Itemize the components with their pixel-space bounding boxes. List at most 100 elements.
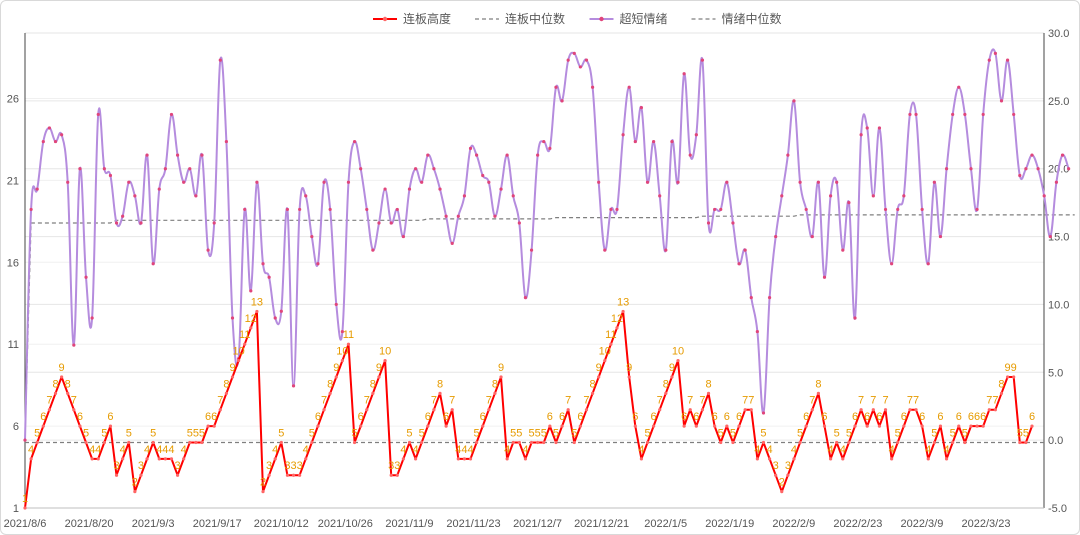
data-point	[822, 275, 827, 279]
data-point	[682, 424, 686, 428]
data-point	[877, 424, 882, 428]
data-point	[853, 424, 857, 428]
data-point	[413, 167, 418, 171]
data-point	[1030, 153, 1034, 157]
data-label: 4	[767, 444, 773, 456]
data-label: 12	[245, 313, 257, 325]
data-point	[896, 207, 900, 212]
data-label: 8	[705, 378, 711, 390]
data-label: 5	[126, 427, 132, 439]
data-label: 7	[699, 395, 705, 407]
data-point	[493, 391, 497, 395]
data-point	[749, 408, 753, 412]
data-point	[310, 234, 314, 239]
left-tick-label: 26	[7, 94, 19, 106]
data-point	[786, 473, 790, 477]
x-tick-label: 2022/1/5	[644, 518, 687, 530]
data-point	[200, 153, 204, 157]
data-point	[713, 207, 717, 212]
data-point	[66, 391, 70, 395]
data-point	[529, 440, 534, 445]
data-point	[84, 440, 88, 445]
data-label: 4	[413, 444, 419, 456]
data-point	[1018, 173, 1022, 178]
data-label: 6	[425, 411, 431, 423]
data-label: 10	[599, 346, 611, 358]
data-label: 6	[358, 411, 364, 423]
x-tick-label: 2022/2/9	[772, 518, 815, 530]
x-tick-label: 2022/3/9	[901, 518, 944, 530]
data-label: 8	[52, 378, 58, 390]
data-point	[890, 262, 894, 266]
data-point	[658, 194, 662, 198]
data-point	[243, 342, 247, 346]
data-point	[969, 167, 973, 171]
data-point	[926, 262, 930, 266]
data-point	[993, 408, 997, 412]
data-point	[273, 316, 277, 320]
data-label: 5	[474, 427, 480, 439]
data-point	[871, 194, 875, 198]
data-point	[700, 408, 705, 412]
data-label: 4	[828, 444, 834, 456]
data-point	[652, 139, 656, 144]
data-point	[1067, 167, 1071, 171]
data-label: 4	[461, 444, 467, 456]
data-point	[682, 72, 686, 76]
data-label: 5	[797, 427, 803, 439]
data-point	[560, 424, 564, 428]
data-point	[41, 424, 45, 428]
data-point	[60, 133, 64, 137]
data-point	[157, 457, 161, 461]
data-label: 4	[638, 444, 644, 456]
data-point	[993, 51, 997, 55]
data-point	[883, 408, 888, 412]
data-point	[35, 440, 39, 445]
data-label: 8	[437, 378, 443, 390]
data-label: 6	[736, 411, 742, 423]
data-point	[511, 440, 515, 445]
data-point	[206, 248, 210, 252]
data-point	[206, 424, 210, 428]
data-point	[444, 214, 448, 218]
data-point	[475, 440, 479, 445]
data-point	[737, 262, 741, 266]
data-point	[352, 440, 357, 445]
data-point	[163, 457, 167, 461]
data-point	[334, 375, 338, 379]
data-point	[60, 375, 64, 379]
data-point	[108, 424, 113, 428]
data-label: 8	[65, 378, 71, 390]
data-point	[536, 440, 540, 445]
data-point	[999, 99, 1004, 103]
data-label: 5	[718, 427, 724, 439]
data-point	[157, 187, 161, 191]
data-point	[597, 180, 601, 184]
data-label: 9	[498, 362, 504, 374]
right-tick-label: -5.0	[1048, 503, 1067, 515]
data-point	[731, 221, 735, 225]
data-label: 6	[211, 411, 217, 423]
data-label: 6	[724, 411, 730, 423]
data-point	[944, 457, 949, 461]
data-point	[987, 58, 991, 62]
data-label: 5	[846, 427, 852, 439]
data-label: 6	[77, 411, 83, 423]
data-point	[554, 85, 558, 89]
data-label: 3	[175, 460, 181, 472]
data-point	[841, 457, 845, 461]
data-point	[23, 438, 27, 442]
data-label: 5	[553, 427, 559, 439]
data-point	[975, 424, 979, 428]
data-point	[774, 234, 778, 239]
data-point	[377, 221, 381, 225]
data-point	[249, 326, 253, 330]
data-label: 1	[22, 493, 28, 505]
data-point	[597, 375, 601, 379]
data-point	[261, 490, 265, 494]
data-label: 5	[730, 427, 736, 439]
data-label: 4	[455, 444, 461, 456]
data-point	[865, 126, 869, 130]
data-label: 6	[956, 411, 962, 423]
data-point	[90, 316, 94, 320]
